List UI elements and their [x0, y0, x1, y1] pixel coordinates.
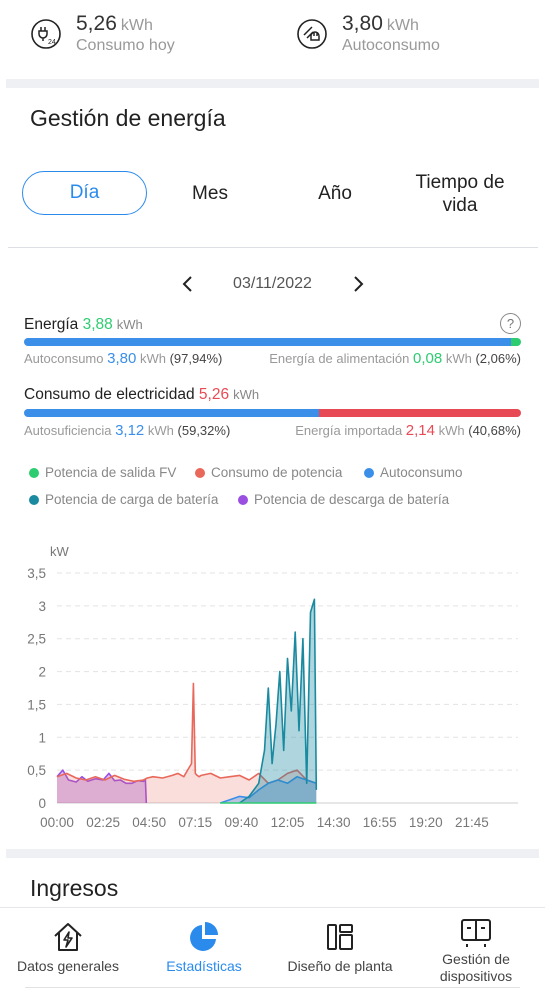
consumption-bar [24, 409, 521, 417]
self-sufficiency: Autosuficiencia 3,12 kWh (59,32%) [24, 422, 231, 439]
x-tick-label: 00:00 [40, 815, 74, 830]
top-stats: 24 5,26 kWh Consumo hoy 3,80 kWh Autoconsu… [0, 0, 545, 78]
series-line [239, 598, 318, 804]
legend-item-self-consumption[interactable]: Autoconsumo [364, 465, 463, 480]
tab-year[interactable]: Año [318, 183, 352, 204]
home-indicator [25, 987, 520, 988]
y-tick-label: 2,5 [27, 632, 46, 647]
series-line [220, 775, 317, 804]
consumption-24h-icon: 24 [31, 19, 61, 49]
energy-bar-self [24, 338, 511, 346]
date-selector: 03/11/2022 [0, 272, 545, 298]
power-chart[interactable]: kW 0 0,5 1 1,5 2 2,5 3 3,5 00:00 02:25 04:50 07:15 09… [0, 540, 545, 840]
x-tick-label: 14:30 [317, 815, 351, 830]
legend-dot [195, 467, 205, 478]
energy-bar-feed [510, 338, 521, 346]
help-icon[interactable]: ? [500, 313, 521, 334]
bottom-nav: Datos generales Estadísticas Diseño de p… [0, 907, 545, 1000]
x-tick-label: 07:15 [178, 815, 212, 830]
house-lightning-icon [54, 923, 82, 951]
x-tick-label: 04:50 [132, 815, 166, 830]
x-tick-label: 12:05 [271, 815, 305, 830]
nav-item-statistics[interactable]: Estadísticas [136, 908, 272, 1000]
series-line [56, 682, 317, 785]
nav-item-device-management[interactable]: Gestión de dispositivos [408, 908, 544, 1000]
nav-item-overview[interactable]: Datos generales [0, 908, 136, 1000]
legend-dot [29, 467, 39, 478]
chevron-right-icon[interactable] [349, 274, 367, 294]
layout-icon [327, 924, 353, 950]
nav-item-plant-layout[interactable]: Diseño de planta [272, 908, 408, 1000]
tab-day[interactable]: Día [22, 171, 147, 215]
energy-feed-in: Energía de alimentación 0,08 kWh (2,06%) [269, 350, 521, 367]
energy-self-consumption: Autoconsumo 3,80 kWh (97,94%) [24, 350, 223, 367]
consumption-title: Consumo de electricidad 5,26 kWh [24, 386, 260, 403]
y-tick-label: 0,5 [27, 763, 46, 778]
energy-bar [24, 338, 521, 346]
series-area [57, 683, 317, 803]
svg-text:24: 24 [48, 39, 56, 46]
energy-value: 3,88 [82, 316, 113, 333]
y-tick-label: 3 [38, 599, 46, 614]
legend-item-battery-discharge[interactable]: Potencia de descarga de batería [238, 492, 449, 507]
section-divider [6, 79, 539, 88]
chevron-left-icon[interactable] [179, 274, 197, 294]
series-area [220, 776, 317, 803]
section-title-income: Ingresos [30, 875, 119, 901]
x-tick-label: 02:25 [86, 815, 120, 830]
y-tick-label: 0 [38, 796, 46, 811]
stat-label: Consumo hoy [76, 37, 175, 54]
x-tick-label: 21:45 [455, 815, 489, 830]
legend-dot [238, 494, 248, 505]
x-tick-label: 09:40 [225, 815, 259, 830]
y-tick-label: 3,5 [27, 566, 46, 581]
stat-self-consumption: 3,80 kWh Autoconsumo [296, 12, 440, 55]
imported-energy: Energía importada 2,14 kWh (40,68%) [295, 422, 521, 439]
consumption-bar-import [318, 409, 521, 417]
stat-consumption-today: 24 5,26 kWh Consumo hoy [30, 12, 175, 55]
y-tick-label: 1,5 [27, 697, 46, 712]
legend-dot [364, 467, 374, 478]
tab-lifetime[interactable]: Tiempo de vida [415, 172, 505, 216]
devices-icon [461, 919, 491, 947]
legend-item-consumption[interactable]: Consumo de potencia [195, 465, 342, 480]
y-axis-label: kW [50, 544, 70, 559]
y-tick-label: 2 [38, 665, 46, 680]
legend-item-pv[interactable]: Potencia de salida FV [29, 465, 176, 480]
tab-month[interactable]: Mes [192, 183, 228, 204]
section-divider [6, 849, 539, 858]
section-title-energy: Gestión de energía [30, 105, 226, 131]
y-tick-label: 1 [38, 730, 46, 745]
date-label[interactable]: 03/11/2022 [233, 275, 312, 292]
series-area [57, 770, 147, 803]
stat-label: Autoconsumo [342, 37, 440, 54]
consumption-bar-self [24, 409, 319, 417]
legend-item-battery-charge[interactable]: Potencia de carga de batería [29, 492, 218, 507]
self-consumption-icon [297, 19, 327, 49]
x-tick-label: 16:55 [363, 815, 397, 830]
divider [8, 247, 538, 248]
pie-chart-icon [190, 922, 218, 951]
energy-title: Energía 3,88 kWh [24, 316, 143, 333]
legend-dot [29, 494, 39, 505]
consumption-value: 5,26 [198, 386, 230, 403]
x-tick-label: 19:20 [409, 815, 443, 830]
